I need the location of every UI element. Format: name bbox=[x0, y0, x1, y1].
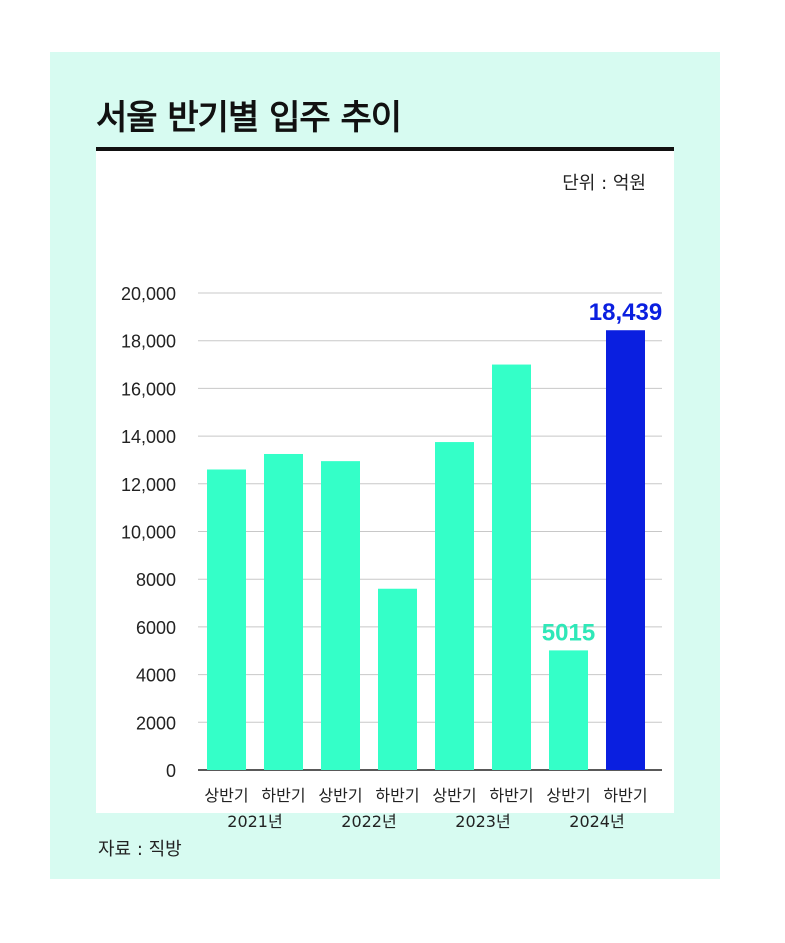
y-tick-label: 4000 bbox=[136, 666, 176, 686]
data-label: 18,439 bbox=[589, 299, 662, 326]
chart-title: 서울 반기별 입주 추이 bbox=[96, 98, 402, 138]
bar bbox=[207, 469, 246, 770]
x-group-label: 2023년 bbox=[455, 812, 510, 831]
data-label: 5015 bbox=[542, 619, 595, 646]
chart-panel: 서울 반기별 입주 추이 단위 : 억원 0 2000 4000 6000 8000 10… bbox=[50, 52, 720, 879]
bar bbox=[435, 442, 474, 770]
y-tick-label: 10,000 bbox=[121, 523, 176, 543]
y-tick-label: 18,000 bbox=[121, 332, 176, 352]
bar-chart: 0 2000 4000 6000 8000 10,000 12,000 14,000 16,00… bbox=[121, 284, 662, 831]
x-tick-label: 하반기 bbox=[489, 786, 533, 805]
source-label: 자료 : 직방 bbox=[98, 839, 182, 860]
x-tick-label: 하반기 bbox=[603, 786, 647, 805]
bar bbox=[606, 330, 645, 770]
unit-label: 단위 : 억원 bbox=[562, 173, 646, 194]
y-tick-label: 14,000 bbox=[121, 427, 176, 447]
title-underline bbox=[96, 147, 674, 151]
y-tick-label: 6000 bbox=[136, 618, 176, 638]
data-label-layer: 5015 18,439 bbox=[542, 299, 662, 646]
bar bbox=[549, 650, 588, 770]
y-tick-label: 0 bbox=[166, 761, 176, 781]
y-tick-label: 12,000 bbox=[121, 475, 176, 495]
x-group-label: 2024년 bbox=[569, 812, 624, 831]
bar bbox=[321, 461, 360, 770]
y-tick-label: 20,000 bbox=[121, 284, 176, 304]
bar bbox=[264, 453, 303, 770]
category-layer: 상반기 하반기 상반기 하반기 상반기 하반기 상반기 하반기 2021년 2022년 2023년 2… bbox=[204, 786, 647, 831]
x-group-label: 2022년 bbox=[341, 812, 396, 831]
bar-layer bbox=[207, 330, 645, 770]
y-tick-label: 2000 bbox=[136, 713, 176, 733]
chart-card: 단위 : 억원 0 2000 4000 6000 8000 10,000 12,000 14,… bbox=[96, 151, 674, 831]
bar bbox=[378, 588, 417, 770]
x-tick-label: 상반기 bbox=[432, 786, 476, 805]
x-tick-label: 상반기 bbox=[318, 786, 362, 805]
x-tick-label: 하반기 bbox=[375, 786, 419, 805]
x-group-label: 2021년 bbox=[227, 812, 282, 831]
x-tick-label: 상반기 bbox=[204, 786, 248, 805]
y-tick-label: 8000 bbox=[136, 570, 176, 590]
y-tick-layer: 0 2000 4000 6000 8000 10,000 12,000 14,000 16,00… bbox=[121, 284, 176, 781]
x-tick-label: 상반기 bbox=[546, 786, 590, 805]
bar bbox=[492, 364, 531, 770]
y-tick-label: 16,000 bbox=[121, 379, 176, 399]
x-tick-label: 하반기 bbox=[261, 786, 305, 805]
